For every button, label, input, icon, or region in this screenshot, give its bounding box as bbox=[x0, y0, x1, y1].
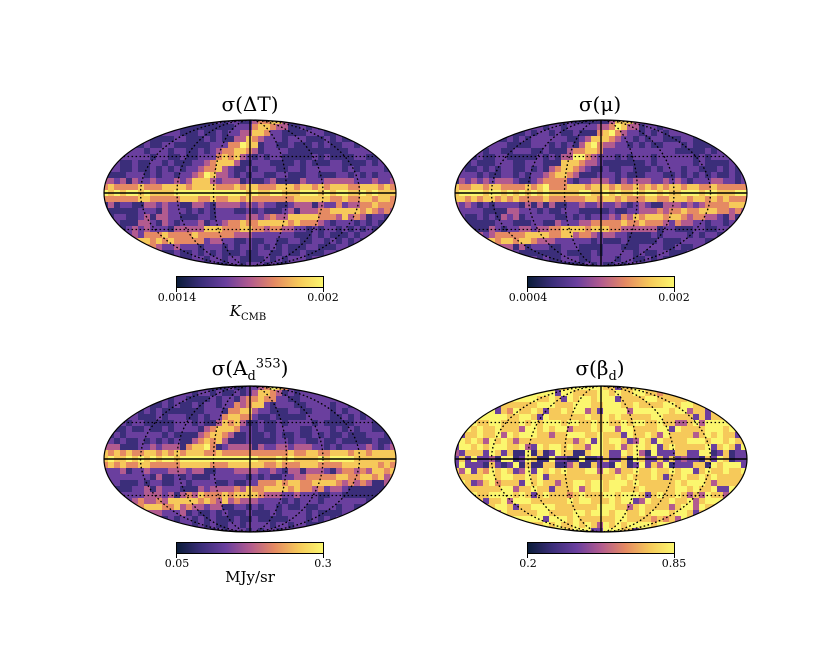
colorbar-min-label: 0.2 bbox=[519, 557, 537, 570]
panel-title-delta-t: σ(ΔT) bbox=[221, 92, 279, 116]
panel-title-mu: σ(μ) bbox=[578, 92, 622, 116]
colorbar-max-label: 0.85 bbox=[661, 557, 687, 570]
mollweide-map-delta-t bbox=[103, 119, 397, 267]
colorbar-tick-min bbox=[527, 288, 528, 292]
panel-title-beta-d: σ(βd) bbox=[575, 356, 625, 384]
mollweide-map-beta-d bbox=[454, 385, 748, 533]
colorbar-max-label: 0.002 bbox=[658, 291, 690, 304]
colorbar-beta-d bbox=[527, 542, 675, 554]
colorbar-min-label: 0.05 bbox=[164, 557, 190, 570]
map-outline bbox=[454, 385, 748, 533]
colorbar-dust-amplitude bbox=[176, 542, 324, 554]
colorbar-tick-min bbox=[527, 554, 528, 558]
colorbar-min-label: 0.0014 bbox=[157, 291, 197, 304]
mollweide-map-mu bbox=[454, 119, 748, 267]
map-outline bbox=[103, 385, 397, 533]
colorbar-tick-max bbox=[323, 288, 324, 292]
colorbar-delta-t bbox=[176, 276, 324, 288]
colorbar-tick-min bbox=[176, 554, 177, 558]
colorbar-tick-min bbox=[176, 288, 177, 292]
colorbar-unit-label: KCMB bbox=[229, 302, 267, 323]
colorbar-max-label: 0.002 bbox=[307, 291, 339, 304]
colorbar-tick-max bbox=[323, 554, 324, 558]
colorbar-unit-label: MJy/sr bbox=[225, 568, 275, 586]
colorbar-max-label: 0.3 bbox=[314, 557, 332, 570]
colorbar-tick-max bbox=[674, 288, 675, 292]
colorbar-min-label: 0.0004 bbox=[508, 291, 548, 304]
panel-title-dust-amplitude: σ(Ad353) bbox=[211, 356, 289, 384]
colorbar-mu bbox=[527, 276, 675, 288]
map-outline bbox=[103, 119, 397, 267]
mollweide-map-dust-amplitude bbox=[103, 385, 397, 533]
colorbar-tick-max bbox=[674, 554, 675, 558]
map-outline bbox=[454, 119, 748, 267]
